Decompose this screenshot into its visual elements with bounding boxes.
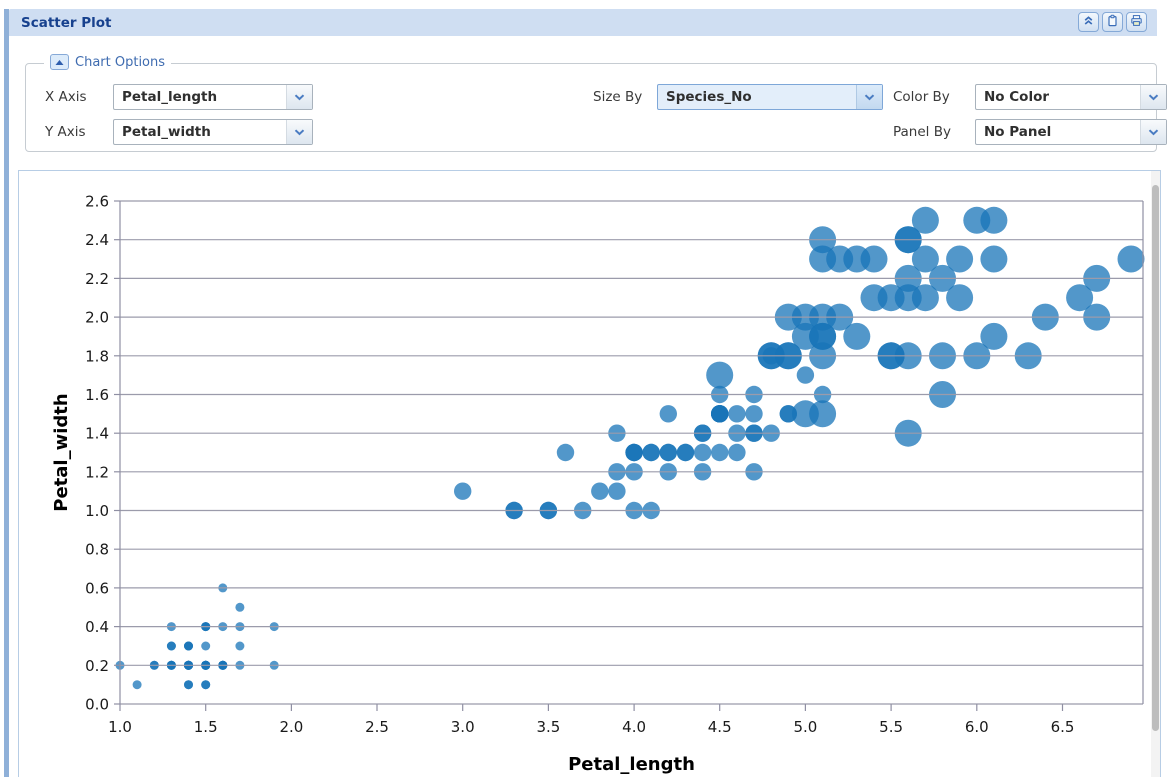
scatter-plot[interactable]: 0.0 0.2 0.4 0.6 0.8 1.0 1.2 1.4 1.6 1.8 2.0 2.2 2.4 2… (19, 171, 1151, 777)
svg-text:2.4: 2.4 (85, 231, 109, 249)
panel-by-label: Panel By (893, 124, 951, 140)
svg-text:0.4: 0.4 (85, 618, 109, 636)
chevron-down-icon (856, 85, 882, 109)
x-axis-select[interactable]: Petal_length (113, 84, 313, 110)
scrollbar-thumb[interactable] (1152, 185, 1159, 731)
chart-options-legend-label: Chart Options (75, 54, 166, 70)
size-by-value: Species_No (666, 89, 752, 105)
page-title: Scatter Plot (21, 14, 112, 31)
svg-text:1.6: 1.6 (85, 386, 109, 404)
svg-text:2.2: 2.2 (85, 270, 109, 288)
left-accent-bar (4, 9, 9, 777)
collapse-options-button[interactable] (50, 54, 69, 70)
color-by-label: Color By (893, 89, 950, 105)
panel-by-value: No Panel (984, 124, 1052, 140)
svg-text:1.5: 1.5 (194, 718, 218, 736)
copy-icon (1106, 14, 1119, 30)
title-bar-actions (1078, 12, 1147, 32)
size-by-label: Size By (593, 89, 643, 105)
svg-text:2.0: 2.0 (85, 309, 109, 327)
svg-text:4.0: 4.0 (622, 718, 646, 736)
svg-text:Petal_length: Petal_length (568, 754, 695, 775)
collapse-all-button[interactable] (1078, 12, 1099, 32)
title-bar: Scatter Plot (9, 9, 1157, 36)
svg-text:0.8: 0.8 (85, 541, 109, 559)
vertical-scrollbar[interactable] (1151, 171, 1160, 777)
copy-button[interactable] (1102, 12, 1123, 32)
chart-panel: 0.0 0.2 0.4 0.6 0.8 1.0 1.2 1.4 1.6 1.8 2.0 2.2 2.4 2… (18, 170, 1161, 777)
chart-options-panel: Chart Options X Axis Petal_length Y Axis… (9, 36, 1167, 170)
size-by-select[interactable]: Species_No (657, 84, 883, 110)
x-axis-label: X Axis (45, 89, 87, 105)
svg-text:2.0: 2.0 (279, 718, 303, 736)
svg-text:Petal_width: Petal_width (51, 393, 72, 511)
chart-options-legend: Chart Options (44, 54, 172, 70)
y-axis-value: Petal_width (122, 124, 211, 140)
svg-text:1.8: 1.8 (85, 347, 109, 365)
svg-text:4.5: 4.5 (708, 718, 732, 736)
svg-text:5.0: 5.0 (793, 718, 817, 736)
y-axis-label: Y Axis (45, 124, 86, 140)
print-button[interactable] (1126, 12, 1147, 32)
svg-text:6.5: 6.5 (1051, 718, 1075, 736)
svg-text:1.2: 1.2 (85, 463, 109, 481)
print-icon (1130, 14, 1143, 30)
svg-text:0.6: 0.6 (85, 579, 109, 597)
chevron-down-icon (1140, 120, 1166, 144)
color-by-value: No Color (984, 89, 1050, 105)
svg-text:3.0: 3.0 (451, 718, 475, 736)
x-axis-value: Petal_length (122, 89, 218, 105)
chevron-down-icon (1140, 85, 1166, 109)
svg-text:1.0: 1.0 (108, 718, 132, 736)
collapse-all-icon (1082, 14, 1095, 30)
svg-text:2.5: 2.5 (365, 718, 389, 736)
panel-by-select[interactable]: No Panel (975, 119, 1167, 145)
svg-text:2.6: 2.6 (85, 193, 109, 211)
svg-text:0.2: 0.2 (85, 657, 109, 675)
svg-text:3.5: 3.5 (536, 718, 560, 736)
triangle-up-icon (54, 55, 65, 70)
svg-text:5.5: 5.5 (879, 718, 903, 736)
chart-options-fieldset: Chart Options X Axis Petal_length Y Axis… (25, 54, 1167, 152)
y-axis-select[interactable]: Petal_width (113, 119, 313, 145)
color-by-select[interactable]: No Color (975, 84, 1167, 110)
svg-text:6.0: 6.0 (965, 718, 989, 736)
chevron-down-icon (286, 85, 312, 109)
svg-text:1.4: 1.4 (85, 425, 109, 443)
svg-text:0.0: 0.0 (85, 696, 109, 714)
chevron-down-icon (286, 120, 312, 144)
svg-text:1.0: 1.0 (85, 502, 109, 520)
